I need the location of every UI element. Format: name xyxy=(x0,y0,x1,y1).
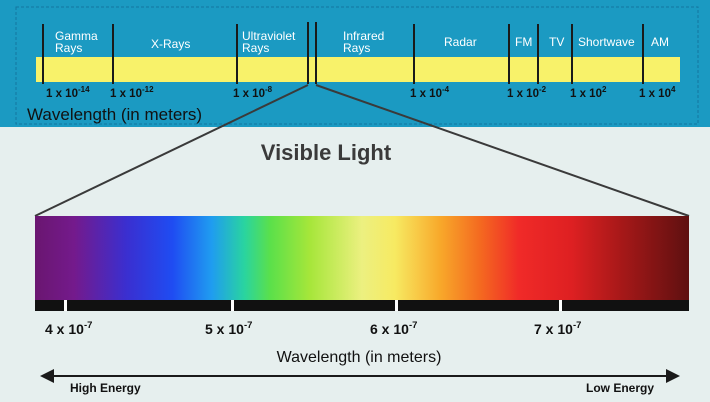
visible-axis-ticks xyxy=(64,300,562,311)
spectrum-axis-label: Wavelength (in meters) xyxy=(27,105,202,124)
region-label-fm: FM xyxy=(515,35,532,49)
visible-light-title: Visible Light xyxy=(261,140,392,165)
region-label-shortwave: Shortwave xyxy=(578,35,635,49)
wavelength-label: 1 x 10-14 xyxy=(46,85,90,100)
high-energy-label: High Energy xyxy=(70,381,141,395)
region-label-ultraviolet: Ultraviolet Rays xyxy=(242,29,299,55)
wavelength-label: 1 x 104 xyxy=(639,85,676,100)
arrow-left-icon xyxy=(40,369,54,383)
visible-axis-label: Wavelength (in meters) xyxy=(277,349,442,366)
energy-arrow xyxy=(40,369,680,383)
wavelength-label: 1 x 10-2 xyxy=(507,85,547,100)
region-label-gamma: Gamma Rays xyxy=(55,29,101,55)
region-label-tv: TV xyxy=(549,35,564,49)
panel-dashed-border xyxy=(15,6,699,125)
visible-spectrum-bar xyxy=(35,216,689,300)
visible-tick-label: 6 x 10-7 xyxy=(370,320,417,337)
wavelength-label: 1 x 10-8 xyxy=(233,85,273,100)
region-label-radar: Radar xyxy=(444,35,477,49)
region-label-xrays: X-Rays xyxy=(151,37,190,51)
wavelength-label: 1 x 10-4 xyxy=(410,85,450,100)
spectrum-band xyxy=(36,57,680,82)
region-dividers xyxy=(42,22,644,84)
zoom-lines xyxy=(34,84,690,217)
low-energy-label: Low Energy xyxy=(586,381,654,395)
visible-tick-label: 4 x 10-7 xyxy=(45,320,92,337)
wavelength-label: 1 x 10-12 xyxy=(110,85,154,100)
region-label-am: AM xyxy=(651,35,669,49)
region-label-infrared: Infrared Rays xyxy=(343,29,388,55)
visible-tick-label: 7 x 10-7 xyxy=(534,320,581,337)
visible-axis-bar xyxy=(35,300,689,311)
visible-tick-label: 5 x 10-7 xyxy=(205,320,252,337)
arrow-right-icon xyxy=(666,369,680,383)
wavelength-label: 1 x 102 xyxy=(570,85,607,100)
